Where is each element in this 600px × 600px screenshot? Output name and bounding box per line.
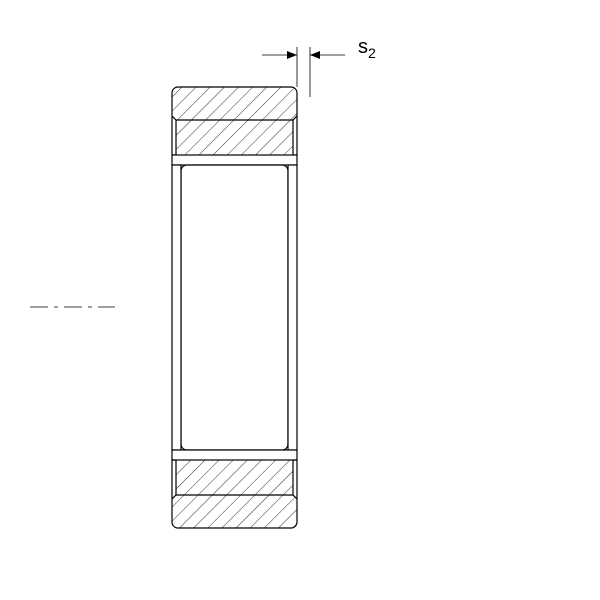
outer-raceway-top-hatch — [176, 120, 293, 155]
cage-bar-top — [172, 155, 297, 165]
drawing-svg — [0, 0, 600, 600]
dim-arrow-left — [287, 51, 297, 59]
cage-bar-bottom — [172, 450, 297, 460]
roller-side-right — [288, 165, 297, 450]
dimension-label-s2: s2 — [358, 36, 376, 61]
outer-ring-top-hatch — [172, 87, 297, 120]
roller-side-left — [172, 165, 181, 450]
dim-arrow-right — [310, 51, 320, 59]
dim-label-base: s — [358, 36, 368, 58]
roller — [181, 165, 288, 450]
inner-raceway-bot-hatch — [176, 460, 293, 495]
inner-ring-bot-hatch — [172, 495, 297, 528]
dim-label-sub: 2 — [368, 45, 376, 61]
bearing-diagram: s2 — [0, 0, 600, 600]
